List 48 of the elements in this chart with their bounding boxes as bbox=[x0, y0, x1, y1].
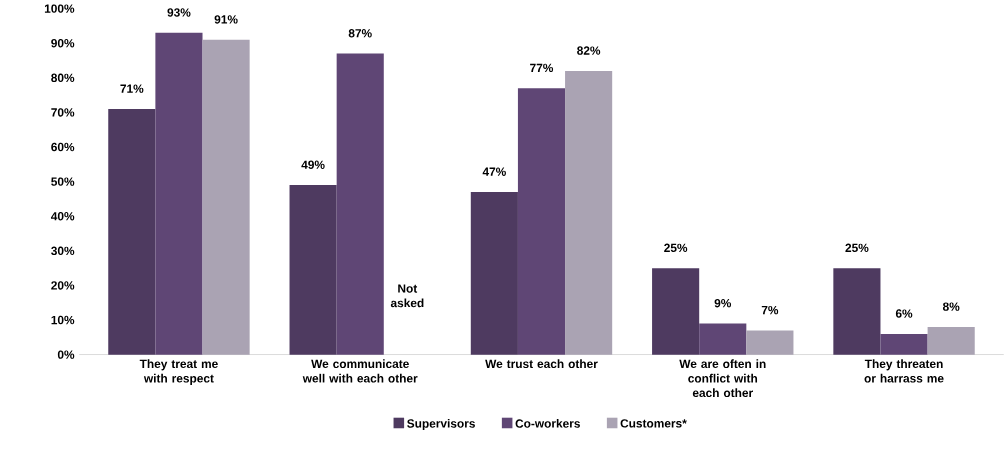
x-tick-label: They threaten or harrass me bbox=[864, 359, 944, 383]
x-tick-label: We trust each other bbox=[485, 359, 598, 369]
data-label: 8% bbox=[942, 302, 960, 312]
data-label: 7% bbox=[761, 306, 779, 315]
y-tick-label: 70% bbox=[51, 108, 75, 117]
y-tick-label: 80% bbox=[51, 73, 75, 83]
bar bbox=[108, 109, 156, 355]
data-label: 82% bbox=[577, 46, 601, 55]
bar bbox=[652, 268, 700, 355]
legend-label: Supervisors bbox=[407, 419, 475, 431]
bar bbox=[699, 323, 747, 355]
data-label: 87% bbox=[348, 29, 372, 38]
bar bbox=[155, 32, 203, 355]
bar bbox=[336, 53, 384, 355]
y-tick-label: 10% bbox=[51, 315, 75, 325]
y-tick-label: 40% bbox=[50, 212, 75, 221]
y-tick-label: 60% bbox=[51, 142, 75, 152]
bar bbox=[202, 39, 250, 355]
annotation: Not asked bbox=[390, 284, 424, 308]
data-label: 49% bbox=[301, 160, 325, 170]
bar bbox=[289, 185, 337, 355]
bar bbox=[880, 334, 928, 355]
data-label: 47% bbox=[482, 167, 506, 177]
x-tick-label: They treat me with respect bbox=[139, 359, 218, 386]
y-tick-label: 0% bbox=[57, 350, 75, 360]
legend-label: Co-workers bbox=[515, 419, 580, 428]
bar bbox=[927, 327, 975, 355]
data-label: 6% bbox=[895, 309, 913, 318]
x-tick-label: We are often in conflict with each other bbox=[679, 359, 766, 398]
y-tick-label: 100% bbox=[44, 4, 75, 13]
data-label: 77% bbox=[530, 63, 554, 73]
bar bbox=[746, 330, 794, 355]
bar bbox=[833, 268, 881, 355]
data-label: 25% bbox=[664, 243, 688, 253]
y-tick-label: 30% bbox=[51, 246, 75, 256]
y-tick-label: 90% bbox=[51, 39, 75, 48]
data-label: 25% bbox=[845, 243, 869, 253]
y-tick-label: 20% bbox=[51, 281, 75, 290]
y-tick-label: 50% bbox=[51, 177, 75, 186]
bar bbox=[470, 192, 518, 355]
x-tick-label: We communicate well with each other bbox=[302, 359, 418, 383]
data-label: 71% bbox=[120, 84, 144, 93]
legend-label: Customers* bbox=[620, 419, 687, 428]
bar bbox=[565, 71, 613, 355]
bar bbox=[517, 88, 566, 355]
data-label: 93% bbox=[167, 8, 191, 17]
data-label: 9% bbox=[714, 299, 732, 308]
data-label: 91% bbox=[214, 15, 238, 24]
